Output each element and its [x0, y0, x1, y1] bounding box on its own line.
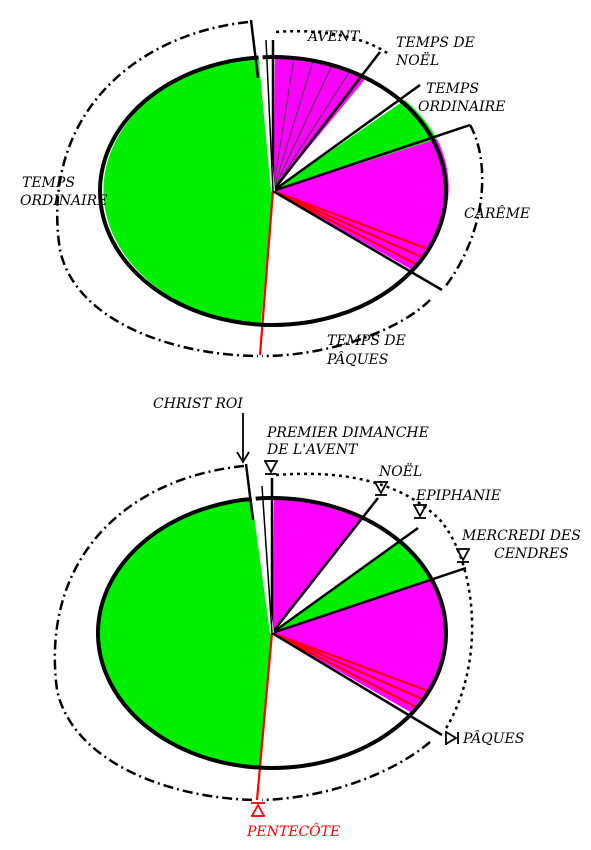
- bottom-sector-noel: [272, 518, 402, 633]
- bottom-label-mercredi-2: CENDRES: [494, 546, 569, 562]
- top-diagram: AVENT TEMPS DE NOËL TEMPS ORDINAIRE CARÊ…: [20, 19, 530, 368]
- top-divider-lines: [271, 40, 471, 292]
- top-left-boundary-tick: [249, 19, 260, 79]
- bottom-label-paques: PÂQUES: [462, 729, 524, 747]
- top-left-boundary: [257, 39, 275, 192]
- top-label-temps-de-noel-1: TEMPS DE: [396, 35, 475, 51]
- bottom-label-premier-dimanche-2: DE L'AVENT: [266, 442, 359, 458]
- top-sector-paques: [261, 191, 412, 325]
- top-label-careme: CARÊME: [464, 204, 530, 222]
- top-sector-careme: [273, 139, 449, 270]
- top-left-boundary-edge: [265, 39, 274, 192]
- bottom-diagram: CHRIST ROI PREMIER DIMANCHE DE L'AVENT N…: [53, 396, 581, 840]
- top-label-avent: AVENT: [306, 29, 361, 45]
- bottom-outer-bottom-arc: [261, 741, 431, 802]
- bottom-arrows: [236, 413, 470, 745]
- bottom-pentecote-arrow: [251, 802, 265, 817]
- bottom-divider-lines: [270, 478, 467, 737]
- top-outer-careme-arc: [444, 124, 484, 288]
- bottom-sector-ordinaire-right: [272, 540, 434, 633]
- top-sector-noel: [273, 77, 405, 191]
- top-label-temps-de-noel-2: NOËL: [395, 51, 439, 69]
- top-sector-avent: [273, 56, 367, 191]
- bottom-red-lines: [255, 631, 429, 801]
- bottom-sector-paques: [259, 633, 410, 769]
- bottom-label-noel: NOËL: [378, 462, 422, 480]
- top-label-temps-de-paques-2: PÂQUES: [326, 350, 388, 368]
- top-avent-hatching: [272, 57, 351, 192]
- bottom-outer-left-arc: [53, 464, 256, 802]
- bottom-outer-right-arc: [275, 472, 474, 731]
- bottom-sector-careme: [272, 580, 447, 712]
- top-label-temps-de-paques-1: TEMPS DE: [327, 333, 406, 349]
- top-outer-paques-arc: [261, 299, 431, 358]
- top-outer-ordinaire-left-arc: [55, 20, 259, 358]
- bottom-label-epiphanie: EPIPHANIE: [415, 488, 501, 504]
- top-label-ordinaire-left-1: TEMPS: [22, 175, 75, 191]
- bottom-left-boundary: [250, 485, 274, 634]
- bottom-sector-avent: [272, 498, 364, 633]
- top-sector-ordinaire-right: [273, 100, 437, 191]
- bottom-label-pentecote: PENTECÔTE: [246, 822, 340, 840]
- bottom-label-mercredi-1: MERCREDI DES: [461, 528, 581, 544]
- bottom-left-boundary-tick: [244, 463, 255, 521]
- bottom-left-boundary-edge: [261, 485, 273, 634]
- bottom-label-christ-roi: CHRIST ROI: [153, 396, 243, 412]
- top-outer-avent-arc: [275, 30, 391, 57]
- bottom-label-premier-dimanche-1: PREMIER DIMANCHE: [266, 425, 429, 441]
- bottom-sector-ordinaire-left: [96, 499, 272, 768]
- top-red-lines: [258, 189, 431, 356]
- top-label-ordinaire-left-2: ORDINAIRE: [20, 193, 107, 209]
- top-label-ordinaire-right-1: TEMPS: [426, 81, 479, 97]
- top-label-ordinaire-right-2: ORDINAIRE: [418, 99, 505, 115]
- top-sector-ordinaire-left: [103, 57, 274, 324]
